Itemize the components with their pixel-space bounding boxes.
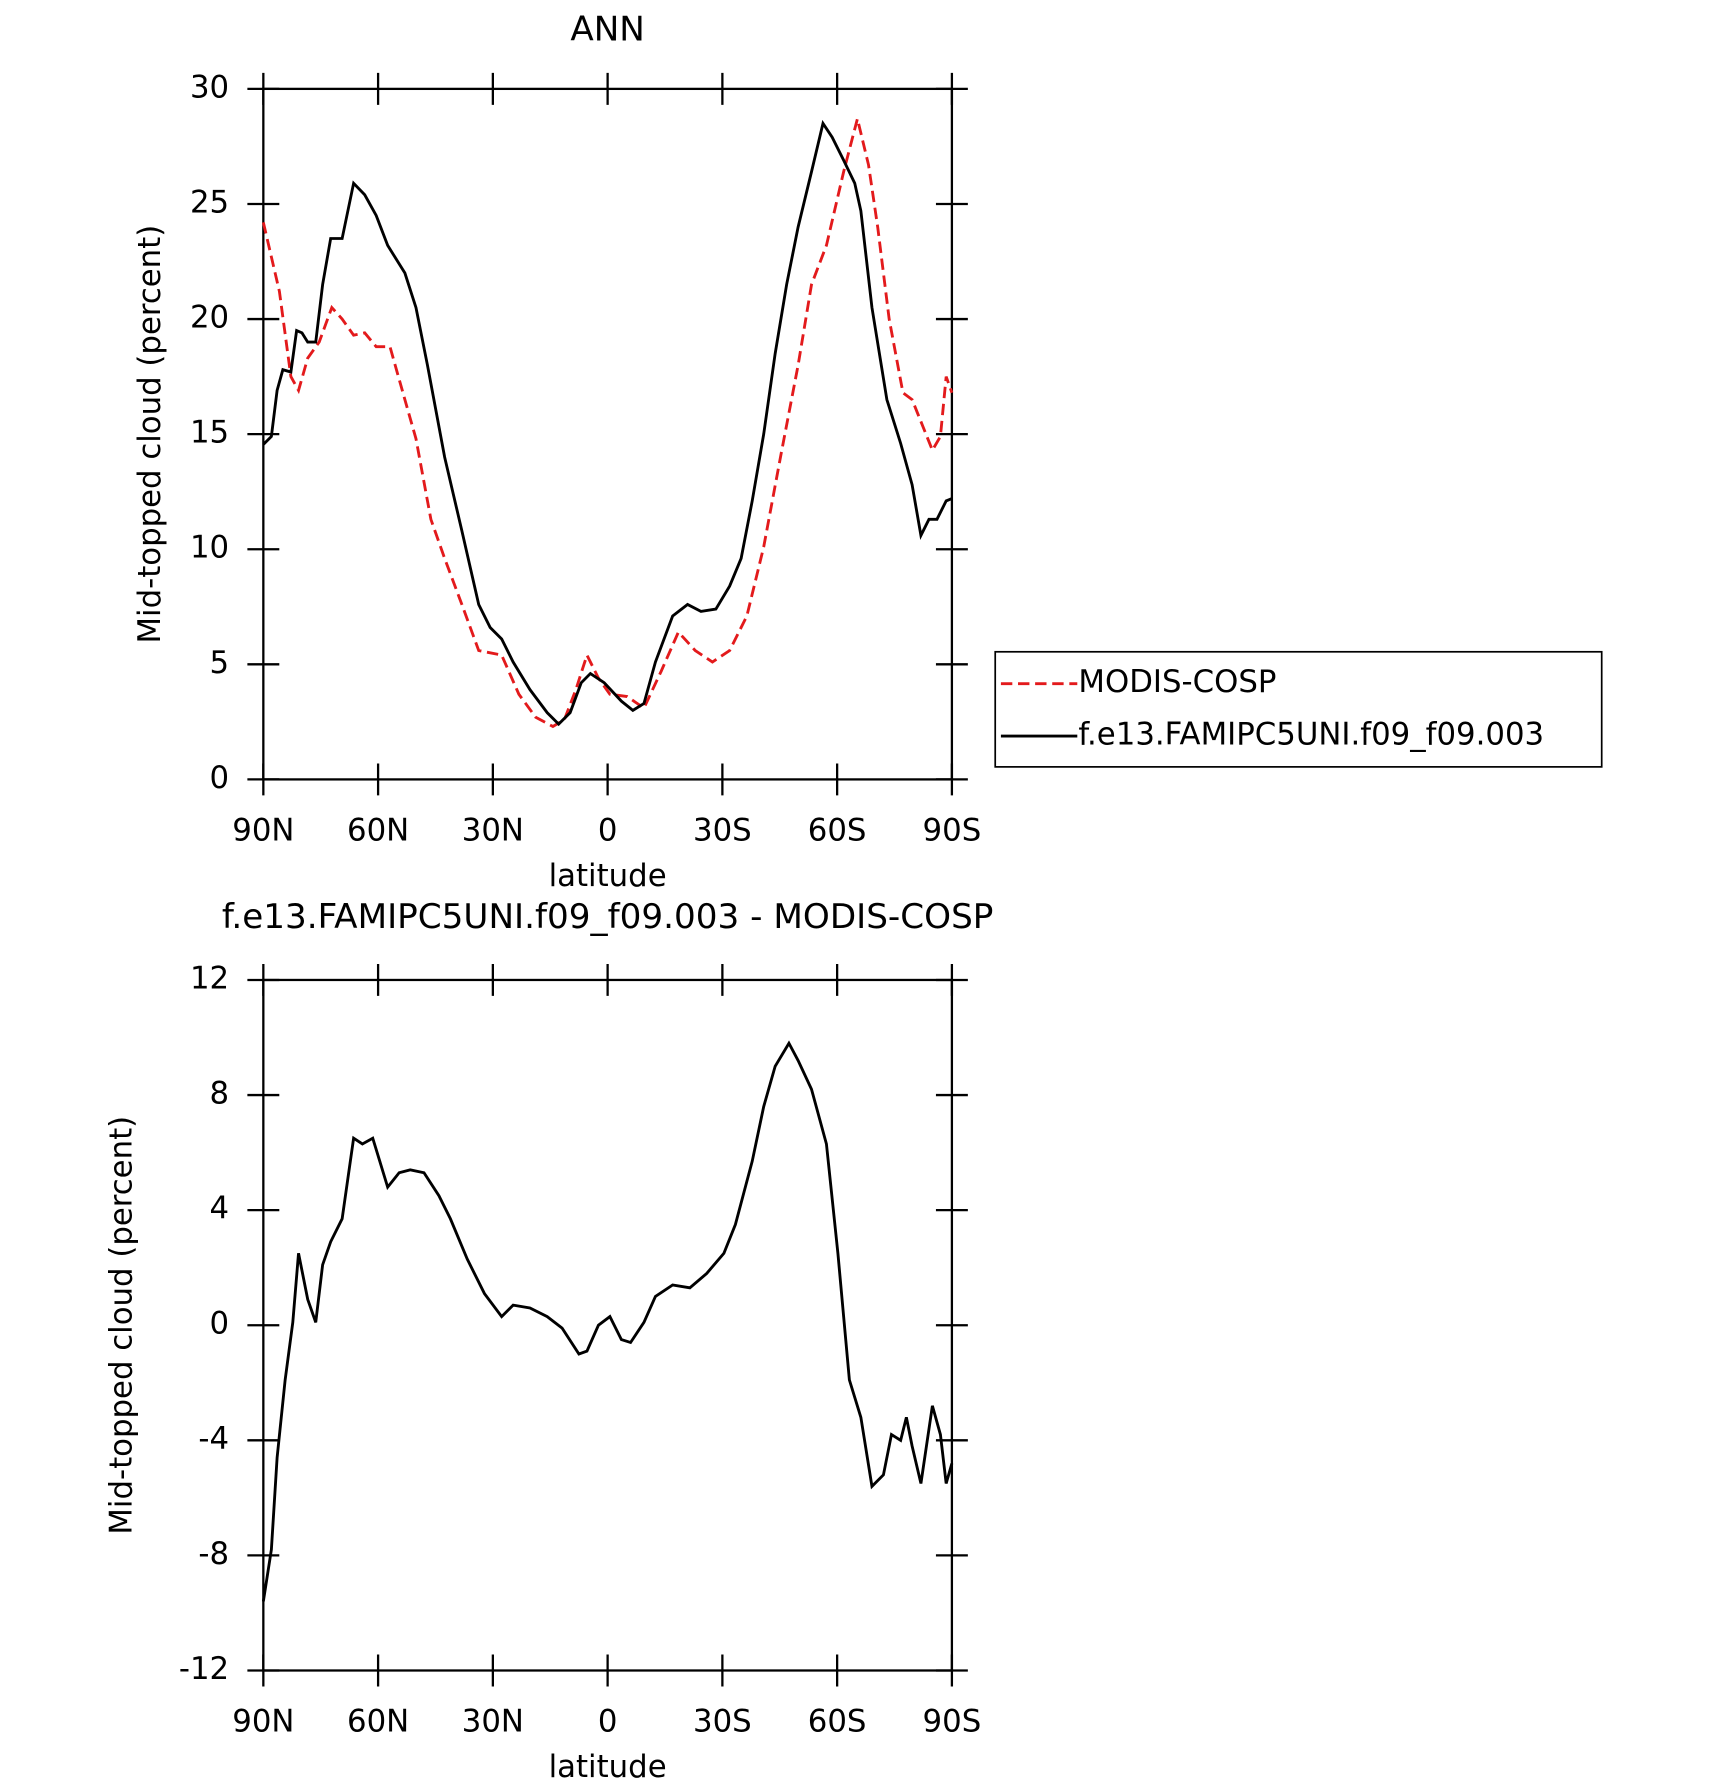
y-tick-label: -8 bbox=[198, 1536, 229, 1572]
plot-frame bbox=[262, 978, 954, 1672]
y-tick-label: 5 bbox=[210, 645, 230, 681]
y-tick-label: 30 bbox=[190, 69, 229, 105]
y-axis-label: Mid-topped cloud (percent) bbox=[132, 225, 168, 644]
y-tick-label: 8 bbox=[210, 1076, 230, 1112]
x-tick-label: 90N bbox=[232, 1703, 294, 1739]
y-tick-label: -4 bbox=[198, 1421, 229, 1457]
x-axis-label: latitude bbox=[549, 1749, 667, 1785]
x-tick-label: 90S bbox=[923, 812, 982, 848]
x-tick-label: 30N bbox=[462, 812, 524, 848]
y-tick-label: 15 bbox=[190, 415, 229, 451]
x-tick-label: 60S bbox=[808, 812, 867, 848]
x-tick-label: 90N bbox=[232, 812, 294, 848]
x-tick-label: 30S bbox=[693, 1703, 752, 1739]
x-axis-label: latitude bbox=[549, 858, 667, 894]
plot-frame bbox=[262, 87, 954, 781]
x-tick-label: 0 bbox=[598, 812, 618, 848]
x-tick-label: 90S bbox=[923, 1703, 982, 1739]
legend-label: f.e13.FAMIPC5UNI.f09_f09.003 bbox=[1078, 717, 1544, 753]
chart-title: ANN bbox=[570, 9, 645, 49]
series-line bbox=[261, 1040, 954, 1602]
y-tick-label: 0 bbox=[210, 1306, 230, 1342]
y-axis-label: Mid-topped cloud (percent) bbox=[104, 1116, 140, 1535]
y-tick-label: 0 bbox=[210, 760, 230, 796]
x-tick-label: 60S bbox=[808, 1703, 867, 1739]
x-tick-label: 0 bbox=[598, 1703, 618, 1739]
y-tick-label: 4 bbox=[210, 1191, 230, 1227]
x-tick-label: 60N bbox=[347, 812, 409, 848]
series-line bbox=[261, 118, 954, 729]
y-tick-label: 20 bbox=[190, 300, 229, 336]
x-tick-label: 30S bbox=[693, 812, 752, 848]
y-tick-label: 12 bbox=[190, 960, 229, 996]
legend-label: MODIS-COSP bbox=[1078, 664, 1276, 700]
y-tick-label: 25 bbox=[190, 184, 229, 220]
chart-title: f.e13.FAMIPC5UNI.f09_f09.003 - MODIS-COS… bbox=[222, 897, 994, 937]
x-tick-label: 30N bbox=[462, 1703, 524, 1739]
series-line bbox=[262, 119, 953, 727]
y-tick-label: -12 bbox=[179, 1651, 229, 1687]
x-tick-label: 60N bbox=[347, 1703, 409, 1739]
legend-box bbox=[994, 650, 1603, 768]
y-tick-label: 10 bbox=[190, 530, 229, 566]
